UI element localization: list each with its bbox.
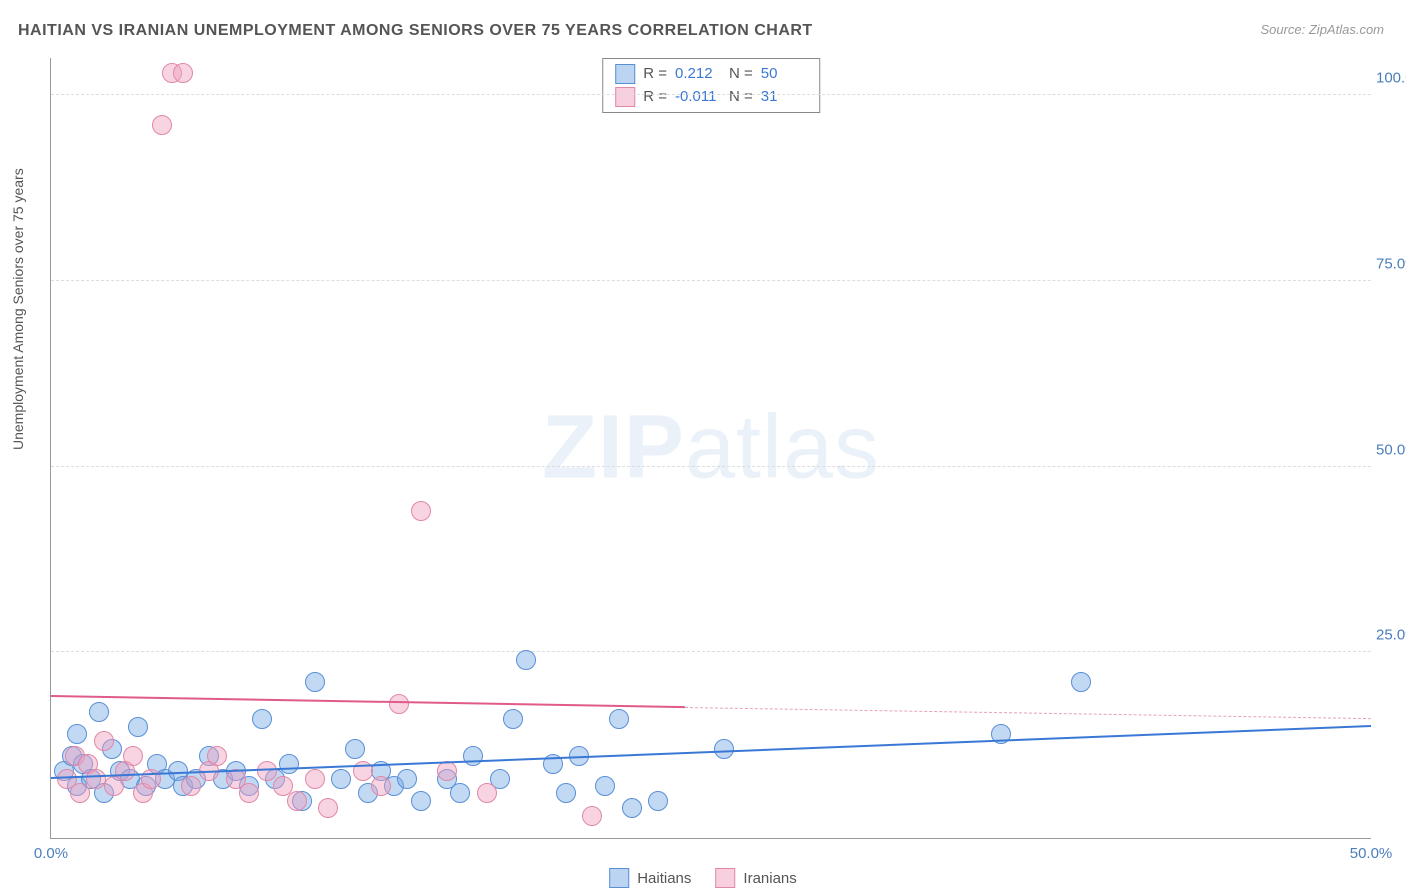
n-value: 50 <box>761 63 807 86</box>
stats-row: R = -0.011 N = 31 <box>615 86 807 109</box>
legend-swatch <box>615 87 635 107</box>
data-point <box>389 694 409 714</box>
legend-label: Iranians <box>743 870 796 887</box>
data-point <box>411 501 431 521</box>
data-point <box>397 769 417 789</box>
data-point <box>89 702 109 722</box>
data-point <box>67 724 87 744</box>
data-point <box>582 806 602 826</box>
data-point <box>609 709 629 729</box>
data-point <box>345 739 365 759</box>
data-point <box>411 791 431 811</box>
r-label: R = <box>643 86 667 109</box>
legend-label: Haitians <box>637 870 691 887</box>
data-point <box>239 783 259 803</box>
data-point <box>279 754 299 774</box>
data-point <box>287 791 307 811</box>
data-point <box>648 791 668 811</box>
y-tick-label: 100.0% <box>1376 70 1406 87</box>
data-point <box>1071 672 1091 692</box>
data-point <box>305 769 325 789</box>
trend-line <box>685 707 1371 719</box>
data-point <box>257 761 277 781</box>
r-value: 0.212 <box>675 63 721 86</box>
legend-item: Haitians <box>609 868 691 888</box>
n-value: 31 <box>761 86 807 109</box>
data-point <box>70 783 90 803</box>
data-point <box>141 769 161 789</box>
y-axis-label: Unemployment Among Seniors over 75 years <box>10 168 26 450</box>
data-point <box>331 769 351 789</box>
r-label: R = <box>643 63 667 86</box>
data-point <box>437 761 457 781</box>
data-point <box>622 798 642 818</box>
n-label: N = <box>729 63 753 86</box>
data-point <box>477 783 497 803</box>
stats-row: R = 0.212 N = 50 <box>615 63 807 86</box>
data-point <box>181 776 201 796</box>
data-point <box>128 717 148 737</box>
r-value: -0.011 <box>675 86 721 109</box>
y-tick-label: 75.0% <box>1376 255 1406 272</box>
data-point <box>371 776 391 796</box>
data-point <box>516 650 536 670</box>
gridline <box>51 94 1371 95</box>
correlation-stats-box: R = 0.212 N = 50 R = -0.011 N = 31 <box>602 58 820 113</box>
data-point <box>173 63 193 83</box>
data-point <box>207 746 227 766</box>
n-label: N = <box>729 86 753 109</box>
legend-item: Iranians <box>715 868 796 888</box>
legend-swatch <box>609 868 629 888</box>
data-point <box>556 783 576 803</box>
watermark: ZIPatlas <box>542 397 880 500</box>
data-point <box>450 783 470 803</box>
data-point <box>152 115 172 135</box>
chart-title: HAITIAN VS IRANIAN UNEMPLOYMENT AMONG SE… <box>18 22 813 40</box>
source-label: Source: ZipAtlas.com <box>1260 22 1384 37</box>
data-point <box>94 731 114 751</box>
data-point <box>714 739 734 759</box>
data-point <box>595 776 615 796</box>
data-point <box>86 769 106 789</box>
legend-swatch <box>615 64 635 84</box>
data-point <box>318 798 338 818</box>
legend-swatch <box>715 868 735 888</box>
trend-line <box>51 725 1371 779</box>
trend-line <box>51 695 685 708</box>
y-tick-label: 50.0% <box>1376 441 1406 458</box>
scatter-plot: ZIPatlas R =0.212N =50R =-0.011N =31 25.… <box>50 58 1371 839</box>
data-point <box>123 746 143 766</box>
y-tick-label: 25.0% <box>1376 627 1406 644</box>
data-point <box>503 709 523 729</box>
series-legend: Haitians Iranians <box>609 868 797 888</box>
gridline <box>51 280 1371 281</box>
x-tick-label: 0.0% <box>34 845 68 862</box>
data-point <box>305 672 325 692</box>
gridline <box>51 466 1371 467</box>
data-point <box>252 709 272 729</box>
x-tick-label: 50.0% <box>1350 845 1393 862</box>
data-point <box>463 746 483 766</box>
gridline <box>51 651 1371 652</box>
